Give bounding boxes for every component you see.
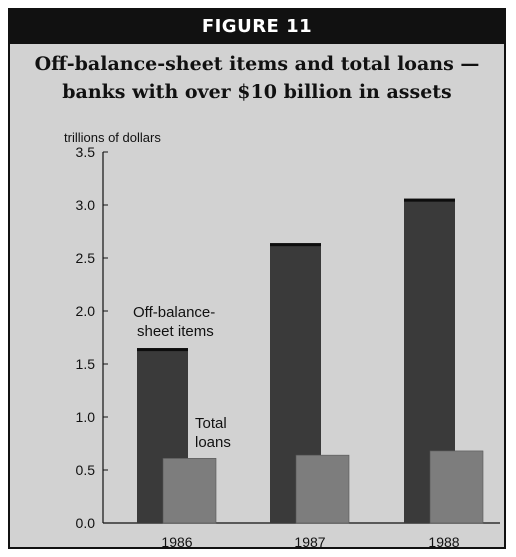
chart-title-line-2: banks with over $10 billion in assets <box>62 81 452 103</box>
chart-title: Off-balance-sheet items and total loans … <box>10 50 504 106</box>
y-tick-label: 2.0 <box>76 303 96 319</box>
annotation-off-balance-sheet-line-1: Off-balance- <box>133 304 215 321</box>
annotation-off-balance-sheet-line-2: sheet items <box>137 323 214 340</box>
x-tick-label: 1988 <box>428 534 459 550</box>
x-tick-label: 1986 <box>161 534 192 550</box>
bar-top-edge <box>137 348 188 352</box>
bar-total-loans <box>295 454 350 524</box>
x-tick-label: 1987 <box>294 534 325 550</box>
y-tick-label: 1.5 <box>76 356 96 372</box>
chart-title-line-1: Off-balance-sheet items and total loans … <box>34 53 480 75</box>
y-tick-label: 0.5 <box>76 462 96 478</box>
bar-total-loans <box>162 458 217 524</box>
bar-total-loans <box>429 450 484 524</box>
annotation-total-loans-line-1: Total <box>195 415 227 432</box>
y-tick-label: 3.5 <box>76 144 96 160</box>
y-tick-label: 1.0 <box>76 409 96 425</box>
figure-label: FIGURE 11 <box>10 10 504 44</box>
bar-top-edge <box>404 198 455 202</box>
bar-top-edge <box>270 243 321 247</box>
annotation-total-loans-line-2: loans <box>195 434 231 451</box>
y-tick-label: 0.0 <box>76 515 96 531</box>
y-tick-label: 3.0 <box>76 197 96 213</box>
y-tick-label: 2.5 <box>76 250 96 266</box>
y-axis-label: trillions of dollars <box>64 130 161 145</box>
